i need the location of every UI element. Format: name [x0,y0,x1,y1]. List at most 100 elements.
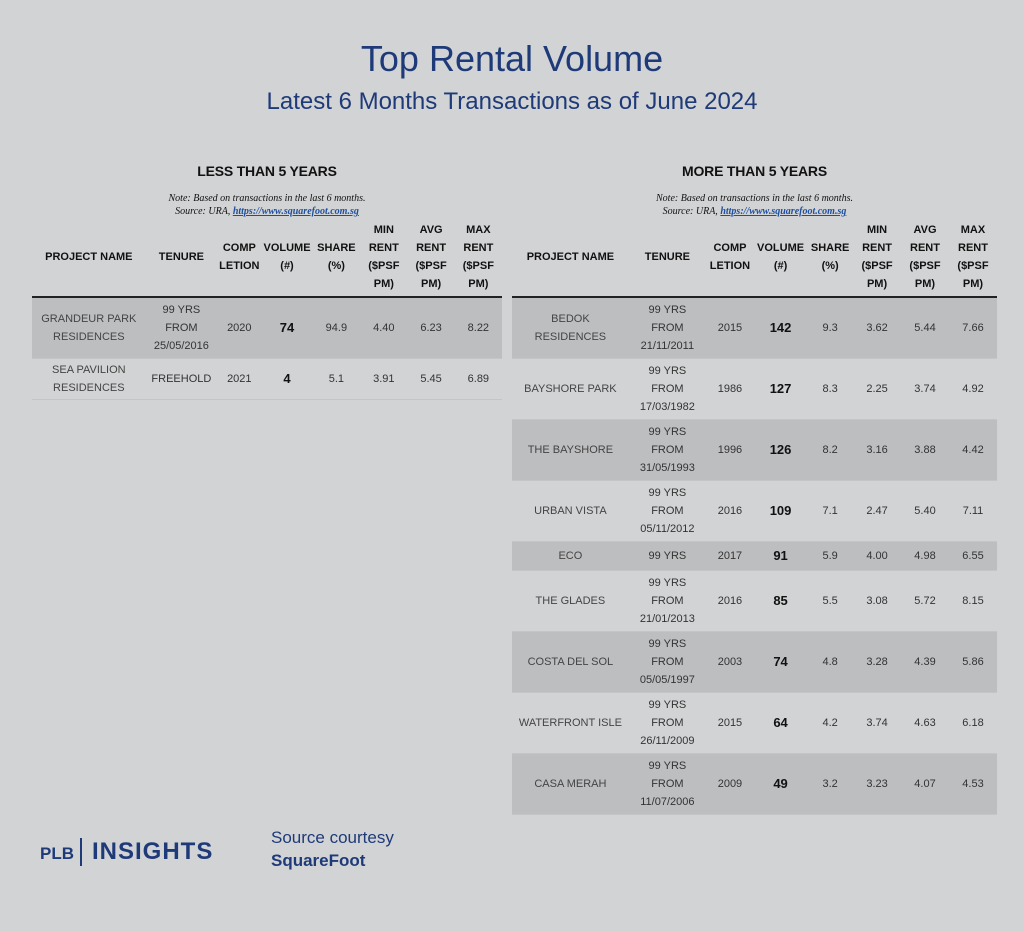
header-min-rent-text: MIN [373,224,394,236]
source-link[interactable]: https://www.squarefoot.com.sg [720,206,847,217]
panel-more-than-5-years: MORE THAN 5 YEARS Note: Based on transac… [512,160,997,815]
volume-cell: 4 [261,358,313,400]
max-rent-cell: 4.92 [949,358,997,420]
avg-rent-cell: 5.44 [901,297,949,359]
project-name-cell-text: BAYSHORE PARK [524,383,617,395]
header-max-rent-text: PM) [468,278,489,290]
max-rent-cell: 8.15 [949,570,997,632]
tenure-cell-text: FROM [165,322,198,334]
share-cell: 8.2 [807,419,854,481]
share-cell: 7.1 [807,480,854,542]
header-completion-text: LETION [709,260,751,272]
header-avg-rent-text: PM) [914,278,936,290]
volume-cell-text: 109 [769,503,792,518]
tenure-cell: 99 YRS FROM 21/11/2011 [628,297,706,359]
share-cell: 5.1 [312,358,361,400]
completion-cell-text: 2015 [717,322,743,334]
avg-rent-cell-text: 4.63 [914,717,936,729]
source-line: Source: URA, https://www.squarefoot.com.… [512,205,997,218]
max-rent-cell: 8.22 [454,297,502,359]
min-rent-cell: 3.16 [853,419,902,481]
volume-cell: 109 [753,480,808,542]
completion-cell: 2016 [705,570,754,632]
tenure-cell-text: FROM [651,322,684,334]
tenure-cell: FREEHOLD [145,358,218,400]
completion-cell: 2017 [705,541,754,571]
volume-cell: 126 [753,419,808,481]
header-min-rent-text: RENT [368,242,399,254]
volume-cell-text: 4 [283,371,291,386]
header-min-rent: MIN RENT ($PSF PM) [853,218,902,298]
header-avg-rent-text: PM) [421,278,442,290]
share-cell-text: 5.5 [822,595,838,607]
project-name-cell-text: WATERFRONT ISLE [518,717,622,729]
avg-rent-cell-text: 4.07 [914,778,936,790]
volume-cell-text: 91 [773,548,788,563]
completion-cell-text: 2015 [717,717,743,729]
avg-rent-cell-text: 3.74 [914,383,936,395]
logo-plb: PLB [40,844,74,863]
header-completion-text: LETION [219,260,260,272]
share-cell-text: 5.1 [328,373,345,385]
tenure-cell-text: 99 YRS [648,426,687,438]
project-name-cell: COSTA DEL SOL [512,631,629,693]
share-cell-text: 4.8 [822,656,838,668]
header-min-rent-text: RENT [862,242,893,254]
share-cell-text: 8.2 [822,444,838,456]
source-prefix: Source: URA, [175,206,233,217]
avg-rent-cell-text: 5.45 [420,373,442,385]
tenure-cell-text: 05/11/2012 [640,523,695,535]
page-subtitle: Latest 6 Months Transactions as of June … [266,88,758,115]
volume-cell-text: 74 [773,654,788,669]
project-name-cell-text: GRANDEUR PARK [41,313,137,325]
tenure-cell-text: 05/05/1997 [639,674,695,686]
min-rent-cell-text: 3.91 [373,373,395,385]
table-body: GRANDEUR PARK RESIDENCES 99 YRS FROM 25/05/2… [32,297,502,400]
project-name-cell: URBAN VISTA [512,480,629,542]
tenure-cell-text: 99 YRS [648,487,687,499]
project-name-cell-text: RESIDENCES [53,331,125,343]
share-cell: 94.9 [312,297,361,359]
volume-cell: 74 [261,297,313,359]
avg-rent-cell: 3.88 [901,419,949,481]
tenure-cell-text: FROM [651,595,684,607]
tenure-cell: 99 YRS FROM 31/05/1993 [628,419,706,481]
header-completion: COMP LETION [705,218,754,298]
project-name-cell: ECO [512,541,629,571]
tenure-cell-text: FROM [651,505,684,517]
header-volume-text: (#) [280,260,294,272]
volume-cell-text: 85 [773,593,788,608]
project-name-cell-text: RESIDENCES [534,331,607,343]
min-rent-cell: 2.47 [853,480,902,542]
header-volume-text: (#) [773,260,788,272]
max-rent-cell: 6.89 [454,358,502,400]
volume-cell-text: 64 [773,715,788,730]
tenure-cell: 99 YRS FROM 11/07/2006 [628,753,706,815]
completion-cell-text: 2016 [717,505,743,517]
avg-rent-cell-text: 6.23 [420,322,442,334]
max-rent-cell-text: 4.42 [962,444,984,456]
avg-rent-cell-text: 5.72 [914,595,936,607]
project-name-cell-text: URBAN VISTA [534,505,607,517]
tenure-cell-text: FREEHOLD [151,373,212,385]
source-link[interactable]: https://www.squarefoot.com.sg [232,206,359,217]
share-cell: 4.2 [807,692,854,754]
tenure-cell: 99 YRS FROM 21/01/2013 [628,570,706,632]
min-rent-cell-text: 3.08 [866,595,888,607]
min-rent-cell: 3.62 [853,297,902,359]
min-rent-cell: 4.40 [360,297,408,359]
tenure-cell-text: 26/11/2009 [640,735,695,747]
rental-table-right: PROJECT NAME TENURE COMP LETION VOLUME (#) SHA… [512,218,997,815]
tenure-cell: 99 YRS FROM 25/05/2016 [145,297,218,359]
volume-cell: 64 [753,692,808,754]
header-project-name: PROJECT NAME [512,218,629,298]
tenure-cell-text: 21/11/2011 [640,340,695,352]
completion-cell-text: 2020 [227,322,252,334]
tenure-cell-text: 99 YRS [648,699,687,711]
tenure-cell-text: 31/05/1993 [639,462,695,474]
volume-cell: 127 [753,358,808,420]
table-row: GRANDEUR PARK RESIDENCES 99 YRS FROM 25/05/2… [32,297,502,359]
table-row: SEA PAVILION RESIDENCES FREEHOLD 2021 4 5.1 3.… [32,358,502,400]
header-max-rent-text: MAX [466,224,491,236]
table-row: ECO 99 YRS 2017 91 5.9 4.00 4.98 6.55 [512,541,997,571]
